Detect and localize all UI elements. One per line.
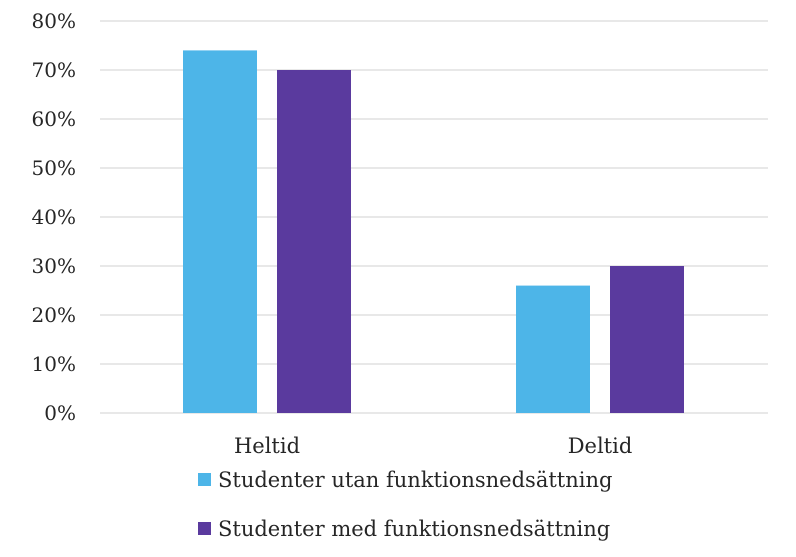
bar-heltid-series-2 [277, 70, 351, 413]
y-tick-label: 30% [32, 254, 76, 278]
y-tick-label: 80% [32, 9, 76, 33]
legend-label: Studenter utan funktionsnedsättning [218, 468, 612, 492]
y-tick-label: 70% [32, 58, 76, 82]
y-tick-label: 10% [32, 352, 76, 376]
y-tick-label: 60% [32, 107, 76, 131]
y-tick-label: 50% [32, 156, 76, 180]
legend: Studenter utan funktionsnedsättning Stude… [198, 468, 612, 541]
x-category-label: Heltid [234, 434, 300, 458]
x-axis-category-labels: Heltid Deltid [234, 434, 632, 458]
bar-deltid-series-1 [516, 285, 590, 413]
bars [183, 50, 684, 414]
bar-deltid-series-2 [610, 266, 684, 413]
x-category-label: Deltid [568, 434, 633, 458]
legend-label: Studenter med funktionsnedsättning [218, 517, 610, 541]
y-axis-tick-labels: 0% 10% 20% 30% 40% 50% 60% 70% 80% [32, 9, 76, 425]
y-tick-label: 20% [32, 303, 76, 327]
legend-swatch [198, 473, 211, 486]
bar-heltid-series-1 [183, 50, 257, 414]
legend-swatch [198, 522, 211, 535]
y-tick-label: 40% [32, 205, 76, 229]
y-tick-label: 0% [44, 401, 76, 425]
